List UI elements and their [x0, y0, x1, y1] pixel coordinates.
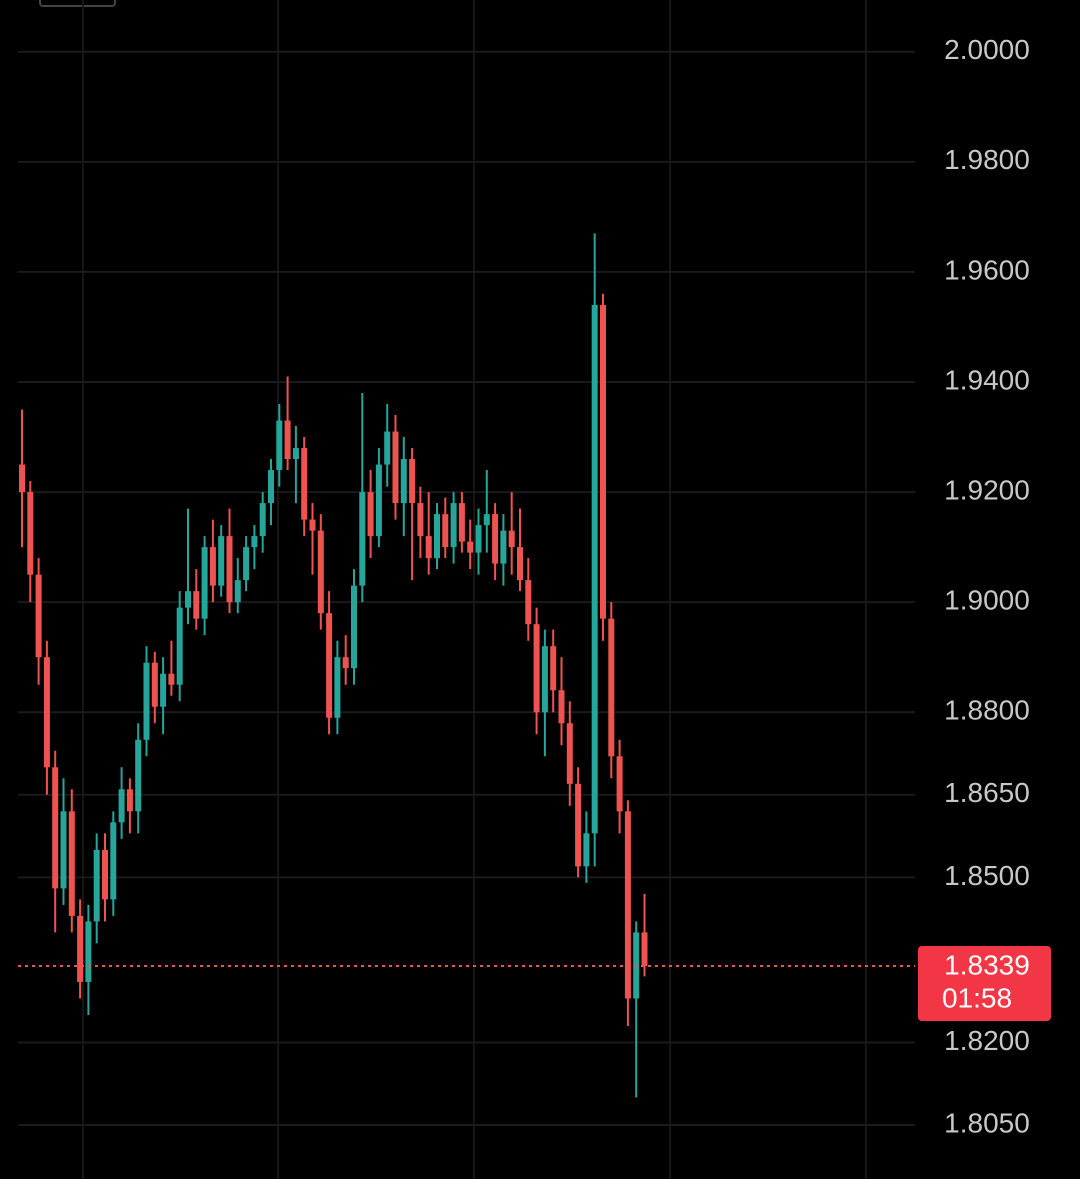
- y-tick-label: 1.8800: [944, 695, 1030, 726]
- candle-body: [226, 536, 233, 603]
- candle-body: [641, 932, 648, 966]
- candle-body: [326, 613, 333, 718]
- y-tick-label: 1.9000: [944, 585, 1030, 616]
- candle-body: [566, 723, 573, 784]
- candle-body: [533, 624, 540, 713]
- candle-body: [608, 618, 615, 757]
- candle-body: [176, 607, 183, 685]
- candle-body: [583, 833, 590, 867]
- candle-body: [268, 470, 274, 504]
- y-tick-label: 1.9400: [944, 364, 1030, 395]
- candle-body: [351, 585, 357, 669]
- candle-body: [309, 519, 316, 531]
- candle-body: [259, 503, 266, 537]
- candle-body: [43, 657, 50, 768]
- candle-body: [251, 536, 258, 548]
- candle-body: [93, 849, 100, 922]
- y-tick-label: 1.8200: [944, 1025, 1030, 1056]
- candle-body: [77, 915, 84, 982]
- candle-body: [234, 580, 241, 603]
- last-price-label: 1.8339: [944, 949, 1030, 980]
- candle-body: [458, 503, 465, 542]
- y-tick-label: 1.8500: [944, 860, 1030, 891]
- y-tick-label: 1.9800: [944, 144, 1030, 175]
- candle-body: [550, 646, 557, 691]
- candle-body: [118, 789, 125, 823]
- candle-body: [243, 547, 250, 581]
- candle-body: [417, 503, 424, 537]
- countdown: 01:58: [942, 982, 1012, 1013]
- candle-body: [500, 530, 507, 564]
- candle-body: [600, 304, 606, 619]
- candle-body: [475, 525, 482, 553]
- candle-body: [143, 662, 150, 740]
- candle-body: [85, 921, 92, 982]
- candle-body: [27, 492, 34, 575]
- candle-body: [409, 459, 416, 504]
- candle-body: [284, 420, 291, 460]
- last-price-tag: [918, 945, 1051, 1021]
- candle-body: [508, 530, 515, 548]
- candle-body: [110, 822, 117, 900]
- candle-body: [68, 811, 75, 916]
- candle-body: [434, 514, 440, 559]
- candle-body: [342, 657, 349, 669]
- y-tick-label: 1.8650: [944, 777, 1030, 808]
- candle-body: [151, 662, 158, 707]
- candle-body: [317, 530, 324, 614]
- candle-body: [517, 547, 523, 581]
- candle-body: [102, 849, 108, 900]
- candle-body: [201, 547, 208, 619]
- candle-body: [168, 673, 175, 685]
- candle-body: [492, 514, 499, 564]
- y-tick-label: 1.9600: [944, 254, 1030, 285]
- candle-body: [375, 464, 382, 537]
- candle-body: [558, 690, 565, 724]
- candle-body: [218, 536, 225, 586]
- candle-body: [334, 657, 341, 718]
- candle-body: [400, 459, 407, 504]
- candle-body: [616, 756, 623, 812]
- candle-body: [276, 420, 283, 471]
- time-grid: [82, 0, 867, 1179]
- candle-body: [525, 580, 532, 625]
- candle-body: [575, 783, 582, 867]
- candle-body: [591, 304, 598, 834]
- y-tick-label: 1.8050: [944, 1107, 1030, 1138]
- candle-body: [185, 591, 191, 608]
- candle-body: [193, 591, 200, 619]
- candle-body: [467, 541, 474, 553]
- candle-body: [624, 811, 631, 999]
- candle-body: [60, 811, 67, 889]
- candle-body: [19, 464, 25, 493]
- candle-body: [367, 492, 374, 537]
- toolbar-button[interactable]: [39, 0, 116, 7]
- candle-body: [483, 514, 490, 526]
- candle-body: [209, 547, 216, 586]
- candle-body: [442, 514, 449, 548]
- candle-body: [359, 492, 366, 586]
- y-tick-label: 2.0000: [944, 34, 1030, 65]
- candle-body: [135, 739, 142, 812]
- candle-body: [392, 431, 399, 504]
- candle-body: [425, 536, 432, 559]
- candle-body: [292, 448, 299, 460]
- candle-body: [126, 789, 133, 812]
- candle-body: [301, 448, 308, 520]
- candle-body: [450, 503, 457, 548]
- candle-body: [384, 431, 391, 465]
- y-tick-label: 1.9200: [944, 474, 1030, 505]
- candle-body: [541, 646, 548, 713]
- candle-body: [160, 673, 167, 707]
- candle-body: [35, 574, 42, 658]
- candle-body: [52, 767, 59, 889]
